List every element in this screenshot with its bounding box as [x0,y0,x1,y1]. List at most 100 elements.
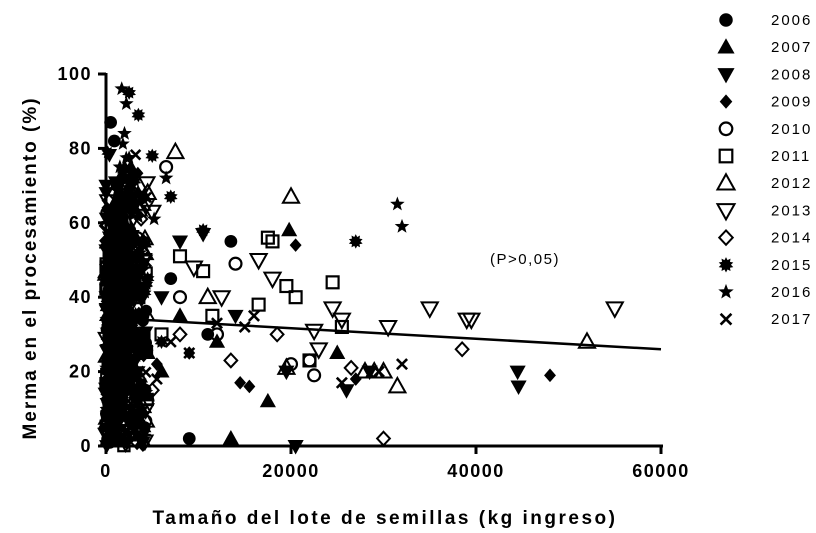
legend-item-2016: 2016 [718,284,812,301]
data-point [607,302,623,316]
data-point [397,359,407,369]
legend-label: 2007 [771,39,812,56]
legend-label: 2014 [771,230,812,247]
series-2013 [116,206,622,358]
data-point [153,291,169,305]
data-point [271,328,284,342]
data-point [234,376,246,390]
legend-marker [717,174,734,189]
series-2016 [113,81,410,303]
data-point [103,384,116,397]
data-point [260,393,276,407]
legend-label: 2016 [771,284,812,301]
legend-item-2010: 2010 [720,121,813,138]
data-point [267,235,279,247]
legend-marker [720,123,733,136]
data-point [106,347,119,360]
y-tick-label: 60 [69,213,92,233]
data-point [108,135,121,148]
data-point [183,432,196,445]
legend-marker [720,94,733,108]
legend-marker [721,314,732,325]
data-point [390,197,405,211]
data-point [264,273,280,287]
legend-label: 2017 [771,311,812,328]
data-point [374,367,384,377]
data-point [164,190,178,204]
legend-label: 2015 [771,257,812,274]
data-point [174,291,186,303]
data-point [145,149,159,163]
legend-marker [719,230,733,244]
legend-marker [720,150,733,163]
legend-item-2009: 2009 [720,94,813,111]
plot-area [98,81,661,454]
data-point [225,235,238,248]
data-point [172,307,188,321]
data-point [132,108,146,122]
y-tick-label: 0 [80,436,92,456]
data-point [104,116,117,129]
legend-marker [717,204,734,219]
x-tick-label: 0 [100,461,112,481]
y-tick-label: 20 [69,362,92,382]
legend-label: 2008 [771,66,812,83]
data-point [249,311,259,321]
legend-item-2014: 2014 [719,230,812,247]
legend-label: 2013 [771,202,812,219]
data-point [109,309,122,322]
data-point [262,232,274,244]
legend-label: 2010 [771,121,812,138]
y-tick-label: 80 [69,138,92,158]
data-point [243,380,255,394]
data-point [166,337,176,347]
data-point [325,302,341,316]
legend-label: 2009 [771,94,812,111]
x-axis-label: Tamaño del lote de semillas (kg ingreso) [153,508,618,529]
data-point [308,369,320,381]
legend-item-2007: 2007 [717,38,812,56]
data-point [172,235,188,249]
x-tick-label: 20000 [262,461,320,481]
legend-item-2017: 2017 [721,311,813,328]
legend-marker [719,13,733,27]
legend-marker [717,38,734,53]
legend-item-2012: 2012 [717,174,812,192]
data-point [174,250,186,262]
legend-item-2013: 2013 [717,202,812,219]
data-point [167,144,183,158]
data-point [327,276,339,288]
legend-label: 2012 [771,175,812,192]
data-point [225,354,238,368]
x-tick-label: 60000 [632,461,690,481]
data-point [112,402,125,415]
legend-item-2011: 2011 [720,148,812,165]
legend-marker [718,284,733,299]
data-point [251,254,267,268]
data-point [119,96,134,110]
legend-marker [719,257,734,272]
legend-item-2006: 2006 [719,12,812,29]
data-point [306,325,322,339]
data-point [174,328,187,342]
data-point [114,254,127,267]
data-point [164,272,177,285]
legend: 2006 2007 2008 2009 2010 2011 2012 2013 2014 2015… [717,12,812,328]
data-point [281,222,297,236]
y-tick-label: 100 [57,64,92,84]
data-point [159,171,174,185]
data-point [223,430,239,444]
data-point [389,378,405,392]
data-point [253,299,265,311]
data-point [395,219,410,233]
data-point [377,432,390,446]
data-point [230,258,242,270]
data-point [510,381,526,395]
significance-annotation: (P>0,05) [490,251,560,268]
data-point [329,345,345,359]
x-tick-label: 40000 [447,461,505,481]
legend-marker [717,68,734,83]
data-point [422,302,438,316]
y-axis-label: Merma en el procesamiento (%) [20,96,41,439]
legend-item-2008: 2008 [717,66,812,83]
